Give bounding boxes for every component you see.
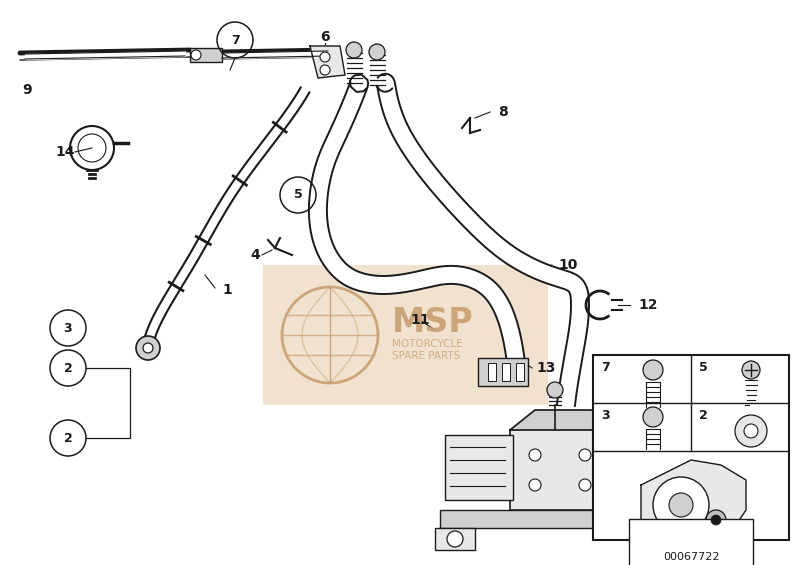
Circle shape [643, 360, 663, 380]
Circle shape [682, 531, 698, 547]
Text: 4: 4 [250, 248, 260, 262]
Circle shape [653, 477, 709, 533]
Circle shape [320, 65, 330, 75]
Circle shape [579, 479, 591, 491]
Text: 2: 2 [699, 409, 708, 422]
Text: 13: 13 [536, 361, 555, 375]
Text: 7: 7 [230, 33, 239, 46]
Text: 1: 1 [222, 283, 232, 297]
Circle shape [529, 449, 541, 461]
Text: 9: 9 [22, 83, 32, 97]
Text: MOTORCYCLE: MOTORCYCLE [392, 339, 462, 349]
Text: 2: 2 [64, 432, 72, 445]
Polygon shape [143, 88, 310, 346]
Polygon shape [310, 46, 345, 78]
Circle shape [320, 52, 330, 62]
Bar [190, 48, 222, 62]
Bar [478, 358, 528, 386]
Text: 3: 3 [601, 409, 610, 422]
Bar [670, 528, 710, 550]
Bar [435, 528, 475, 550]
Text: 7: 7 [601, 361, 610, 374]
Text: 14: 14 [55, 145, 74, 159]
Circle shape [735, 415, 767, 447]
Circle shape [529, 479, 541, 491]
Text: 5: 5 [294, 189, 302, 202]
Text: 2: 2 [64, 362, 72, 375]
Text: 12: 12 [638, 298, 658, 312]
Text: 00067722: 00067722 [662, 552, 719, 562]
Bar [516, 363, 524, 381]
Circle shape [191, 50, 201, 60]
Circle shape [706, 510, 726, 530]
Circle shape [447, 531, 463, 547]
Circle shape [643, 407, 663, 427]
Text: 11: 11 [410, 313, 430, 327]
Circle shape [579, 449, 591, 461]
Text: 8: 8 [498, 105, 508, 119]
Text: MSP: MSP [392, 306, 474, 338]
Text: SPARE PARTS: SPARE PARTS [392, 351, 460, 361]
Text: 6: 6 [320, 30, 330, 44]
Circle shape [143, 343, 153, 353]
Circle shape [369, 44, 385, 60]
Circle shape [744, 424, 758, 438]
Bar [263, 265, 548, 405]
Bar [502, 363, 510, 381]
Polygon shape [377, 74, 589, 406]
Bar [440, 510, 715, 528]
Circle shape [711, 515, 721, 525]
Circle shape [742, 361, 760, 379]
Bar [510, 430, 665, 510]
Text: 5: 5 [699, 361, 708, 374]
Circle shape [669, 493, 693, 517]
Polygon shape [309, 75, 527, 381]
Polygon shape [641, 460, 746, 540]
Bar [488, 363, 496, 381]
Bar [445, 435, 513, 500]
Polygon shape [510, 410, 690, 430]
Polygon shape [665, 410, 690, 510]
Text: 3: 3 [64, 321, 72, 334]
Circle shape [346, 42, 362, 58]
Bar [593, 355, 789, 540]
Circle shape [136, 336, 160, 360]
Text: 10: 10 [558, 258, 578, 272]
Circle shape [597, 382, 613, 398]
Circle shape [547, 382, 563, 398]
